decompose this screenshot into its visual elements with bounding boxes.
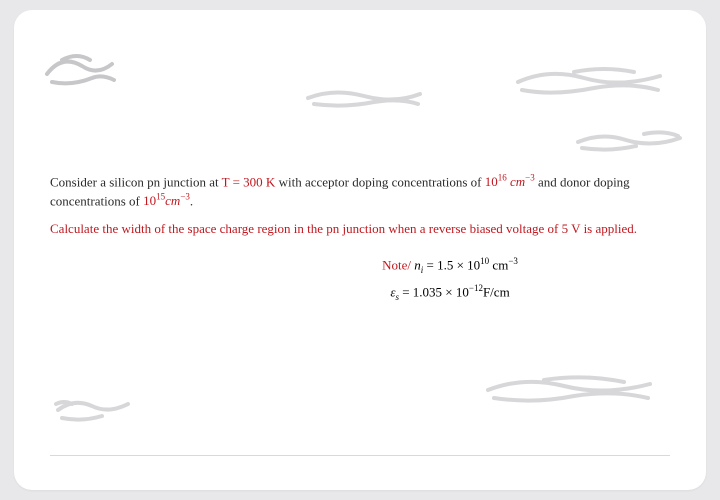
text-fragment: Consider a silicon pn junction at xyxy=(50,174,222,189)
voltage-value: 5 V xyxy=(562,221,581,236)
note-label: Note/ xyxy=(382,258,414,273)
note-block: Note/ ni = 1.5 × 1010 cm−3 εs = 1.035 × … xyxy=(50,255,670,303)
scribble-top-right xyxy=(514,62,664,102)
temperature-value: T = 300 K xyxy=(222,174,276,189)
problem-text: Consider a silicon pn junction at T = 30… xyxy=(50,172,670,309)
unit-exp: −3 xyxy=(525,173,535,183)
document-card: Consider a silicon pn junction at T = 30… xyxy=(14,10,706,490)
problem-paragraph-2: Calculate the width of the space charge … xyxy=(50,220,670,238)
ni-unit-exp: −3 xyxy=(508,256,518,266)
es-exp: −12 xyxy=(469,283,483,293)
unit-cm: cm xyxy=(165,193,180,208)
scribble-bottom-left xyxy=(54,390,134,426)
unit-cm: cm xyxy=(507,174,525,189)
note-ni: Note/ ni = 1.5 × 1010 cm−3 xyxy=(230,255,670,276)
es-value: = 1.035 × 10 xyxy=(399,285,469,300)
problem-paragraph-1: Consider a silicon pn junction at T = 30… xyxy=(50,172,670,210)
donor-exp: 15 xyxy=(156,192,165,202)
scribble-mid-right xyxy=(574,126,684,156)
acceptor-base: 10 xyxy=(485,174,498,189)
scribble-top-left xyxy=(42,46,122,96)
unit-exp: −3 xyxy=(180,192,190,202)
donor-base: 10 xyxy=(143,193,156,208)
es-unit: F/cm xyxy=(483,285,510,300)
text-fragment: . xyxy=(190,193,193,208)
note-es: εs = 1.035 × 10−12F/cm xyxy=(230,282,670,303)
ni-unit: cm xyxy=(489,258,508,273)
ni-value: = 1.5 × 10 xyxy=(423,258,480,273)
text-fragment: Calculate the width of the space charge … xyxy=(50,221,562,236)
bottom-divider xyxy=(50,455,670,456)
acceptor-exp: 16 xyxy=(498,173,507,183)
ni-exp: 10 xyxy=(480,256,489,266)
scribble-bottom-right xyxy=(484,370,654,410)
scribble-top-mid xyxy=(304,82,424,112)
text-fragment: is applied. xyxy=(580,221,637,236)
text-fragment: with acceptor doping concentrations of xyxy=(275,174,484,189)
